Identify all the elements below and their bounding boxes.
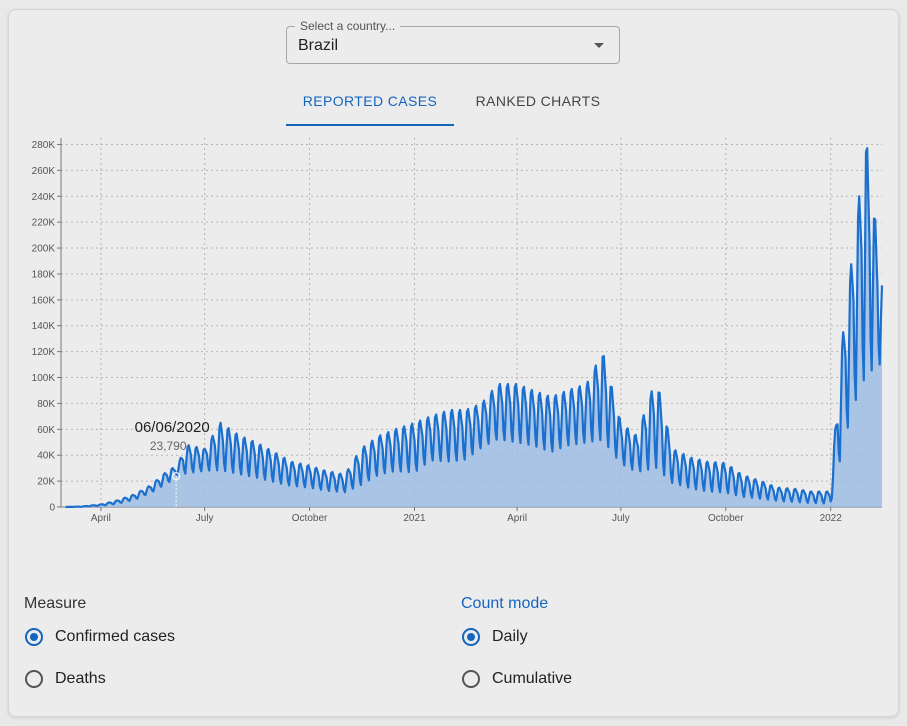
x-tick-label: October <box>292 513 328 524</box>
y-tick-label: 220K <box>32 218 56 229</box>
x-tick-label: October <box>708 513 744 524</box>
x-tick-label: July <box>196 513 214 524</box>
y-tick-label: 20K <box>37 477 55 488</box>
measure-deaths-label: Deaths <box>55 670 106 687</box>
measure-confirmed-radio[interactable]: Confirmed cases <box>25 627 225 651</box>
tooltip-value: 23,790 <box>150 439 187 453</box>
country-select[interactable]: Select a country... Brazil <box>286 19 620 64</box>
tooltip-date: 06/06/2020 <box>135 419 210 436</box>
radio-unchecked-icon[interactable] <box>25 670 43 688</box>
chart-card: Select a country... Brazil REPORTED CASE… <box>8 9 899 717</box>
chevron-down-icon[interactable] <box>594 43 604 48</box>
count-mode-cumulative-label: Cumulative <box>492 670 573 687</box>
cases-chart[interactable]: 0 20K 40K 60K 80K 100K 120K 140K 160K 180K 200K 220… <box>9 130 898 550</box>
x-tick-label: July <box>612 513 630 524</box>
y-tick-label: 120K <box>32 347 56 358</box>
country-select-value: Brazil <box>298 37 339 54</box>
y-tick-label: 200K <box>32 244 56 255</box>
y-tick-label: 180K <box>32 269 56 280</box>
radio-checked-icon[interactable] <box>25 628 43 646</box>
measure-deaths-radio[interactable]: Deaths <box>25 669 225 693</box>
chart-ticks: 0 20K 40K 60K 80K 100K 120K 140K 160K 180K 200K 220… <box>32 140 843 524</box>
y-tick-label: 0 <box>49 503 55 514</box>
y-tick-label: 140K <box>32 321 56 332</box>
chart-hover: 06/06/2020 23,790 <box>135 419 210 507</box>
tab-ranked-charts[interactable]: RANKED CHARTS <box>475 93 601 109</box>
hover-point <box>172 472 181 481</box>
radio-unchecked-icon[interactable] <box>462 670 480 688</box>
series-line <box>65 147 884 509</box>
y-tick-label: 260K <box>32 166 56 177</box>
x-tick-label: April <box>91 513 111 524</box>
measure-confirmed-label: Confirmed cases <box>55 628 176 645</box>
y-tick-label: 60K <box>37 425 55 436</box>
y-tick-label: 100K <box>32 373 56 384</box>
count-mode-label: Count mode <box>461 595 549 612</box>
x-tick-label: 2021 <box>403 513 426 524</box>
count-mode-cumulative-radio[interactable]: Cumulative <box>462 669 662 693</box>
count-mode-daily-label: Daily <box>492 628 528 645</box>
y-tick-label: 280K <box>32 140 56 151</box>
y-tick-label: 160K <box>32 295 56 306</box>
radio-checked-icon[interactable] <box>462 628 480 646</box>
country-select-label: Select a country... <box>295 19 401 33</box>
tab-reported-cases[interactable]: REPORTED CASES <box>286 82 454 126</box>
x-tick-label: April <box>507 513 527 524</box>
x-tick-label: 2022 <box>820 513 843 524</box>
y-tick-label: 240K <box>32 192 56 203</box>
count-mode-daily-radio[interactable]: Daily <box>462 627 662 651</box>
y-tick-label: 80K <box>37 399 55 410</box>
chart-plot <box>65 147 884 509</box>
y-tick-label: 40K <box>37 451 55 462</box>
measure-label: Measure <box>24 595 87 612</box>
